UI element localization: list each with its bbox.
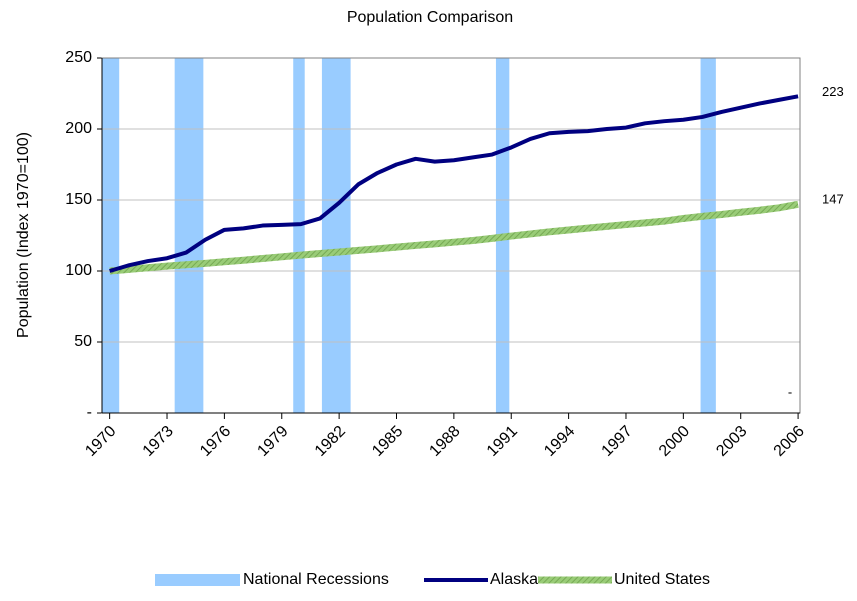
series-line bbox=[109, 200, 799, 275]
recession-bar bbox=[700, 58, 716, 413]
legend-label: National Recessions bbox=[243, 571, 389, 588]
legend-label: Alaska bbox=[490, 571, 538, 588]
legend-label: United States bbox=[614, 571, 710, 588]
chart-title: Population Comparison bbox=[347, 9, 513, 26]
x-tick-label: 2003 bbox=[713, 423, 750, 460]
x-tick-label: 1982 bbox=[312, 423, 349, 460]
recession-bar bbox=[102, 58, 120, 413]
x-tick-label: 2006 bbox=[771, 423, 808, 460]
y-tick-label: 250 bbox=[65, 49, 92, 66]
recession-bar bbox=[174, 58, 204, 413]
x-tick-label: 1979 bbox=[254, 423, 291, 460]
end-label: 223 bbox=[822, 84, 844, 99]
recession-bar bbox=[321, 58, 351, 413]
x-tick-label: 1970 bbox=[82, 423, 119, 460]
x-tick-label: 1991 bbox=[484, 423, 521, 460]
x-tick-label: 1976 bbox=[197, 423, 234, 460]
annotation: - bbox=[788, 384, 792, 399]
series-line bbox=[109, 94, 799, 273]
x-tick-label: 1994 bbox=[541, 423, 578, 460]
y-tick-label: 200 bbox=[65, 120, 92, 137]
plot-frame bbox=[101, 57, 801, 414]
end-label: 147 bbox=[822, 192, 844, 207]
recession-bar bbox=[293, 58, 305, 413]
x-tick-label: 2000 bbox=[656, 423, 693, 460]
legend-swatch bbox=[155, 574, 240, 586]
y-axis-label: Population (Index 1970=100) bbox=[15, 132, 32, 338]
y-tick-label: 50 bbox=[74, 333, 92, 350]
x-tick-label: 1985 bbox=[369, 423, 406, 460]
x-tick-label: 1988 bbox=[426, 423, 463, 460]
y-tick-label: - bbox=[87, 404, 92, 421]
x-tick-label: 1997 bbox=[599, 423, 636, 460]
x-tick-label: 1973 bbox=[140, 423, 177, 460]
y-tick-label: 100 bbox=[65, 262, 92, 279]
y-tick-label: 150 bbox=[65, 191, 92, 208]
